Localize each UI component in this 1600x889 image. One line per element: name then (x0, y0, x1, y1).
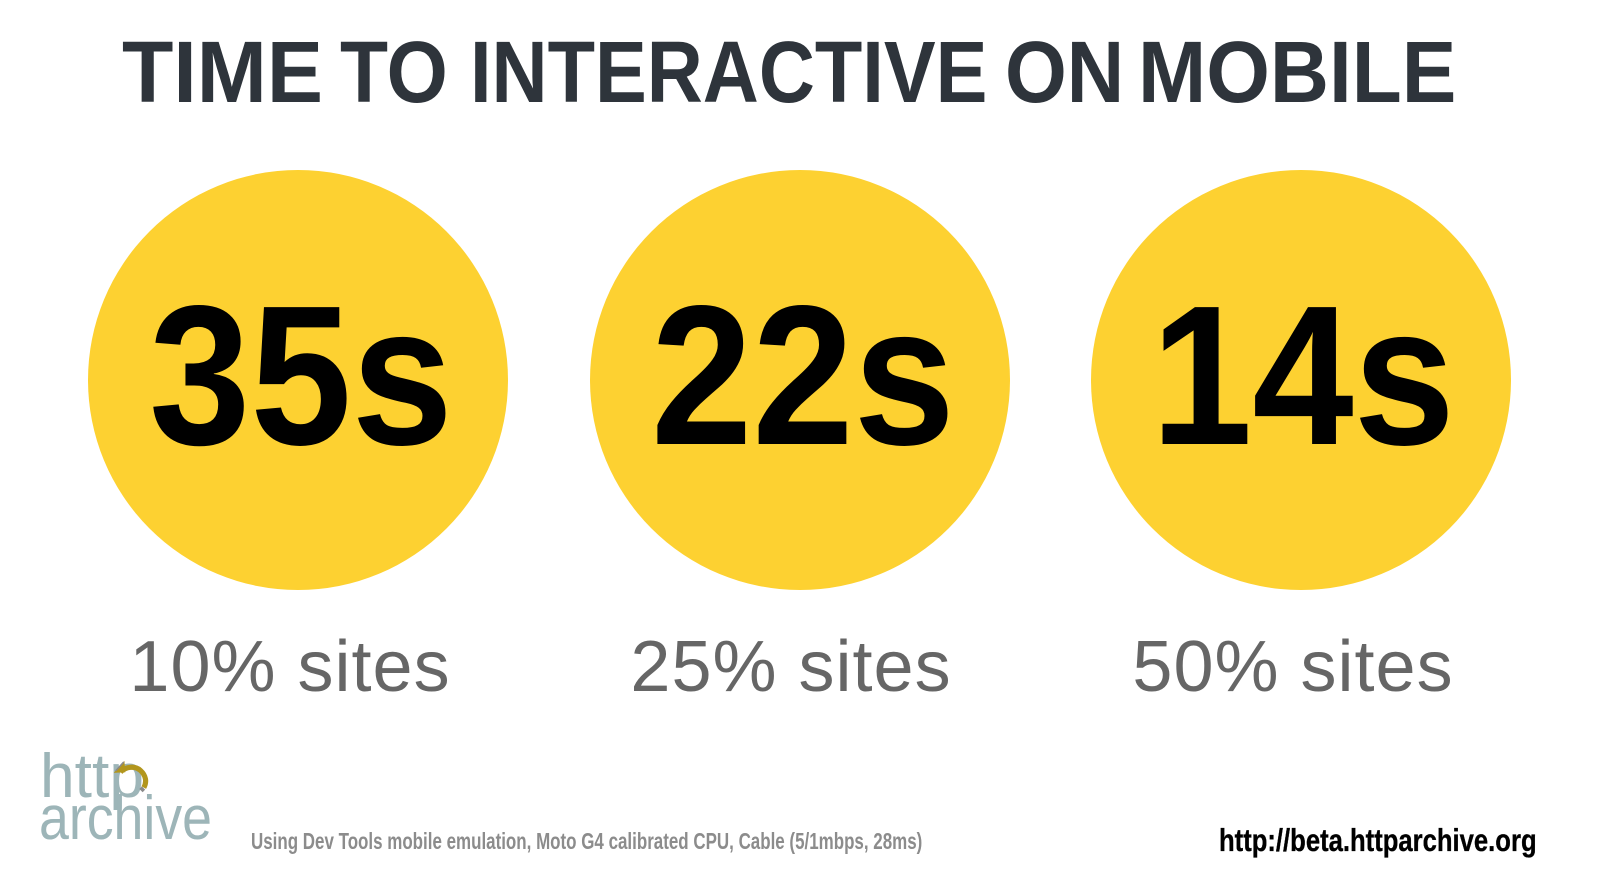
svg-text:http: http (40, 742, 144, 811)
svg-text:archive: archive (39, 784, 212, 850)
